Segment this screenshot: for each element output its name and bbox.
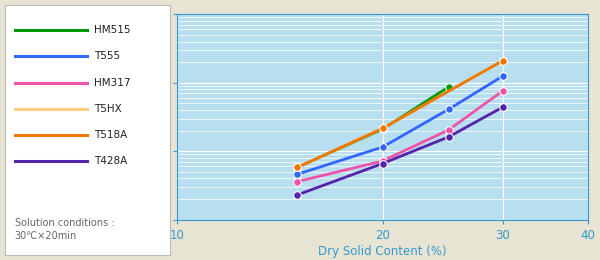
Text: HM515: HM515 xyxy=(94,25,130,35)
Y-axis label: Viscosity (mPa·s): Viscosity (mPa·s) xyxy=(115,70,124,164)
Text: T428A: T428A xyxy=(94,156,127,166)
Text: Solution conditions :
30℃×20min: Solution conditions : 30℃×20min xyxy=(14,218,114,242)
Text: T5HX: T5HX xyxy=(94,104,122,114)
Text: T518A: T518A xyxy=(94,130,127,140)
Text: HM317: HM317 xyxy=(94,77,130,88)
X-axis label: Dry Solid Content (%): Dry Solid Content (%) xyxy=(318,244,447,257)
Text: T555: T555 xyxy=(94,51,120,61)
